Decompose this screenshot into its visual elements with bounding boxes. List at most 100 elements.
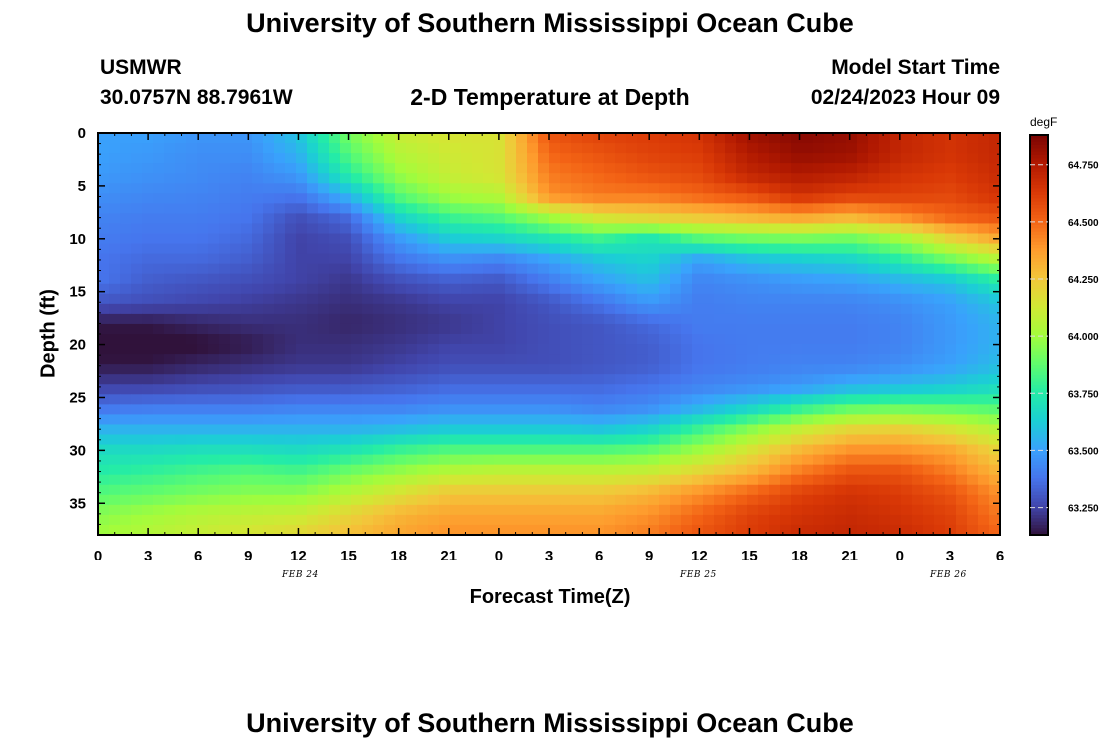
heatmap-cell	[208, 424, 220, 436]
heatmap-cell	[989, 183, 1001, 194]
heatmap-cell	[604, 293, 616, 305]
heatmap-cell	[131, 474, 143, 486]
heatmap-cell	[340, 494, 352, 506]
heatmap-cell	[384, 464, 396, 476]
heatmap-cell	[824, 354, 836, 365]
heatmap-cell	[670, 344, 682, 355]
heatmap-cell	[637, 494, 649, 506]
colorbar-segment	[1030, 345, 1048, 349]
heatmap-cell	[879, 283, 891, 295]
heatmap-cell	[901, 233, 913, 245]
heatmap-cell	[241, 283, 253, 295]
heatmap-cell	[120, 514, 132, 526]
heatmap-cell	[285, 153, 297, 164]
heatmap-cell	[373, 183, 385, 194]
heatmap-cell	[98, 434, 110, 446]
heatmap-cell	[494, 464, 506, 476]
heatmap-cell	[670, 303, 682, 315]
x-axis-ticks: 0 3 6 9 12 15 18 21 0 3 6 9 12 15 18 21 0 3 6	[94, 133, 1004, 560]
heatmap-cell	[648, 344, 660, 355]
heatmap-cell	[406, 163, 418, 174]
heatmap-cell	[604, 364, 616, 375]
heatmap-cell	[549, 163, 561, 174]
heatmap-cell	[813, 163, 825, 174]
heatmap-cell	[274, 394, 286, 405]
heatmap-cell	[912, 283, 924, 295]
heatmap-cell	[780, 193, 792, 204]
heatmap-cell	[351, 524, 363, 536]
heatmap-cell	[582, 193, 594, 204]
heatmap-cell	[967, 143, 979, 154]
heatmap-cell	[802, 143, 814, 154]
heatmap-cell	[120, 454, 132, 466]
heatmap-cell	[516, 313, 528, 325]
heatmap-cell	[428, 474, 440, 486]
colorbar-tick-label: 64.000	[1068, 332, 1099, 343]
heatmap-cell	[692, 374, 704, 385]
heatmap-cell	[538, 404, 550, 415]
heatmap-cell	[439, 514, 451, 526]
heatmap-cell	[901, 454, 913, 466]
heatmap-cell	[340, 434, 352, 446]
heatmap-cell	[318, 524, 330, 536]
heatmap-cell	[703, 323, 715, 335]
colorbar-segment	[1030, 418, 1048, 423]
heatmap-cell	[813, 464, 825, 476]
heatmap-cell	[890, 193, 902, 204]
heatmap-cell	[164, 374, 176, 385]
heatmap-cell	[395, 313, 407, 325]
heatmap-cell	[417, 334, 429, 345]
heatmap-cell	[395, 514, 407, 526]
heatmap-cell	[923, 374, 935, 385]
heatmap-cell	[538, 213, 550, 225]
heatmap-cell	[142, 263, 154, 275]
heatmap-cell	[516, 183, 528, 194]
heatmap-cell	[527, 444, 539, 456]
colorbar-segment	[1030, 288, 1048, 293]
heatmap-cell	[351, 293, 363, 305]
heatmap-cell	[197, 303, 209, 315]
heatmap-cell	[230, 424, 242, 436]
heatmap-cell	[219, 233, 231, 245]
heatmap-cell	[802, 233, 814, 245]
heatmap-cell	[703, 434, 715, 446]
heatmap-cell	[252, 334, 264, 345]
heatmap-cell	[351, 444, 363, 456]
heatmap-cell	[802, 434, 814, 446]
heatmap-cell	[175, 494, 187, 506]
heatmap-cell	[252, 444, 264, 456]
heatmap-cell	[736, 424, 748, 436]
heatmap-cell	[637, 374, 649, 385]
heatmap-cell	[373, 484, 385, 496]
heatmap-cell	[494, 293, 506, 305]
heatmap-cell	[549, 494, 561, 506]
heatmap-cell	[725, 374, 737, 385]
heatmap-cell	[725, 404, 737, 415]
heatmap-cell	[109, 364, 121, 375]
heatmap-cell	[791, 223, 803, 235]
heatmap-cell	[813, 404, 825, 415]
heatmap-cell	[109, 193, 121, 204]
heatmap-cell	[670, 424, 682, 436]
heatmap-cell	[351, 193, 363, 204]
heatmap-cell	[208, 243, 220, 255]
heatmap-cell	[978, 494, 990, 506]
heatmap-cell	[890, 313, 902, 325]
heatmap-cell	[890, 454, 902, 466]
heatmap-cell	[472, 303, 484, 315]
heatmap-cell	[164, 283, 176, 295]
heatmap-cell	[857, 273, 869, 285]
heatmap-cell	[923, 243, 935, 255]
heatmap-cell	[659, 183, 671, 194]
heatmap-cell	[186, 233, 198, 245]
heatmap-cell	[901, 504, 913, 516]
heatmap-cell	[571, 364, 583, 375]
heatmap-cell	[263, 173, 275, 184]
heatmap-cell	[923, 193, 935, 204]
heatmap-cell	[571, 273, 583, 285]
heatmap-cell	[648, 133, 660, 144]
heatmap-cell	[362, 474, 374, 486]
heatmap-cell	[868, 193, 880, 204]
heatmap-cell	[120, 474, 132, 486]
heatmap-cell	[252, 504, 264, 516]
